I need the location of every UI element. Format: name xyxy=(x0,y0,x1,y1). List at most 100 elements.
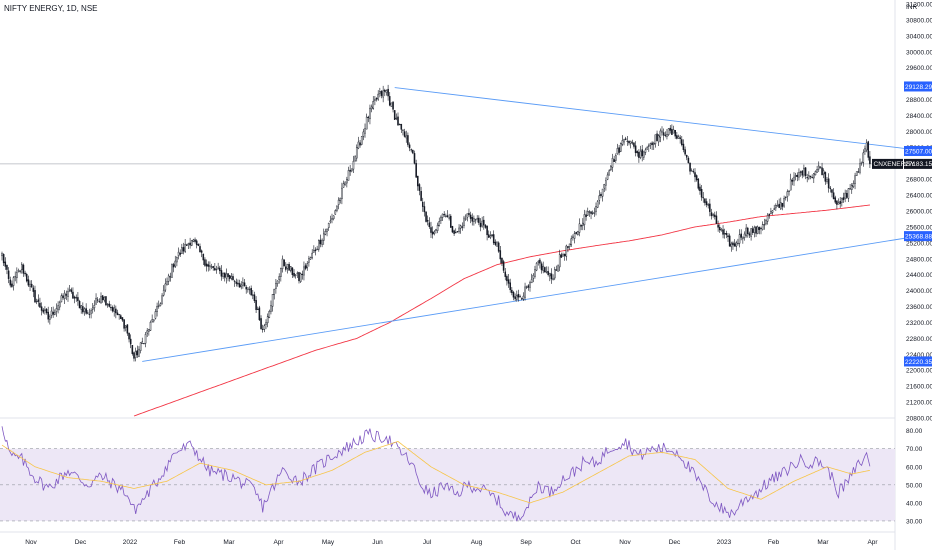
candle-body xyxy=(687,157,690,164)
candle-body xyxy=(342,183,345,188)
candle-body xyxy=(435,229,437,231)
rsi-layer xyxy=(1,426,871,522)
candle-body xyxy=(839,201,841,204)
symbol-tag-label: CNXENERGY xyxy=(874,161,916,168)
candle-body xyxy=(120,315,122,319)
candle-body xyxy=(598,195,601,201)
price-tick-label: 21600.00 xyxy=(906,384,932,391)
candle-body xyxy=(563,253,566,257)
candle-body xyxy=(141,341,144,344)
candle-body xyxy=(681,139,683,145)
candle-body xyxy=(768,213,771,216)
candle-body xyxy=(9,279,12,286)
candle-body xyxy=(217,267,219,269)
candle-body xyxy=(210,266,213,268)
candle-body xyxy=(753,227,756,233)
candle-body xyxy=(755,226,757,234)
candle-body xyxy=(659,130,662,138)
candle-body xyxy=(710,212,713,217)
time-tick-label: Apr xyxy=(867,539,878,546)
candle-body xyxy=(106,304,109,306)
candle-body xyxy=(784,196,787,199)
candle-body xyxy=(200,250,203,253)
candle-body xyxy=(318,240,320,250)
candle-body xyxy=(671,128,673,135)
candle-body xyxy=(118,314,120,316)
price-tag xyxy=(904,158,932,169)
candle-body xyxy=(103,296,106,301)
candle-body xyxy=(189,242,191,246)
candle-body xyxy=(337,199,340,205)
candle-body xyxy=(326,228,328,232)
candle-body xyxy=(728,235,731,247)
candle-body xyxy=(662,132,665,136)
time-tick-label: Nov xyxy=(619,539,631,546)
candle-body xyxy=(393,110,396,120)
candle-body xyxy=(558,254,561,268)
candle-body xyxy=(309,257,312,260)
candle-body xyxy=(573,233,576,239)
candle-body xyxy=(685,154,688,158)
candle-body xyxy=(718,226,721,231)
candle-body xyxy=(398,124,401,126)
candle-body xyxy=(294,274,297,276)
candle-body xyxy=(641,149,643,157)
candle-body xyxy=(235,281,238,284)
candle-body xyxy=(525,286,528,288)
candle-body xyxy=(7,270,10,279)
candle-body xyxy=(237,282,239,285)
candle-body xyxy=(212,266,214,268)
candle-body xyxy=(285,266,287,270)
candle-body xyxy=(832,192,835,200)
candle-body xyxy=(473,217,475,222)
candle-body xyxy=(441,213,444,218)
candle-body xyxy=(351,168,353,172)
candle-body xyxy=(667,128,670,135)
candle-body xyxy=(572,236,574,238)
candle-body xyxy=(776,204,779,207)
candle-body xyxy=(19,270,21,272)
candle-body xyxy=(21,263,23,270)
candle-body xyxy=(426,219,429,222)
candle-body xyxy=(605,180,607,186)
candle-body xyxy=(780,202,782,210)
candle-body xyxy=(720,228,723,232)
candle-body xyxy=(522,295,525,300)
candle-body xyxy=(365,116,368,130)
candle-body xyxy=(633,142,635,147)
candle-body xyxy=(134,351,137,358)
candle-body xyxy=(433,231,436,234)
candle-body xyxy=(192,239,195,242)
candle-body xyxy=(804,167,807,177)
candle-body xyxy=(346,178,348,184)
candle-body xyxy=(544,267,546,273)
candle-body xyxy=(171,264,173,278)
candle-body xyxy=(182,247,185,252)
candle-body xyxy=(466,213,469,218)
candle-body xyxy=(478,217,480,223)
candle-body xyxy=(463,217,465,226)
candle-body xyxy=(354,156,356,161)
candle-body xyxy=(139,342,142,351)
candle-body xyxy=(410,149,412,151)
candle-body xyxy=(743,233,746,238)
candle-body xyxy=(618,147,620,153)
candle-body xyxy=(796,174,799,177)
candle-body xyxy=(322,233,325,241)
candle-body xyxy=(121,317,124,321)
candle-body xyxy=(756,226,759,234)
candle-body xyxy=(445,215,447,217)
candle-body xyxy=(707,204,709,206)
candle-body xyxy=(791,180,794,182)
candle-body xyxy=(14,276,16,278)
candle-body xyxy=(392,101,394,110)
candle-body xyxy=(794,175,797,177)
candle-body xyxy=(85,308,87,314)
candle-body xyxy=(578,223,581,233)
candle-body xyxy=(644,149,647,153)
candle-body xyxy=(169,276,172,278)
candle-body xyxy=(1,253,3,257)
grid-layer xyxy=(0,0,896,550)
candle-body xyxy=(778,203,780,208)
